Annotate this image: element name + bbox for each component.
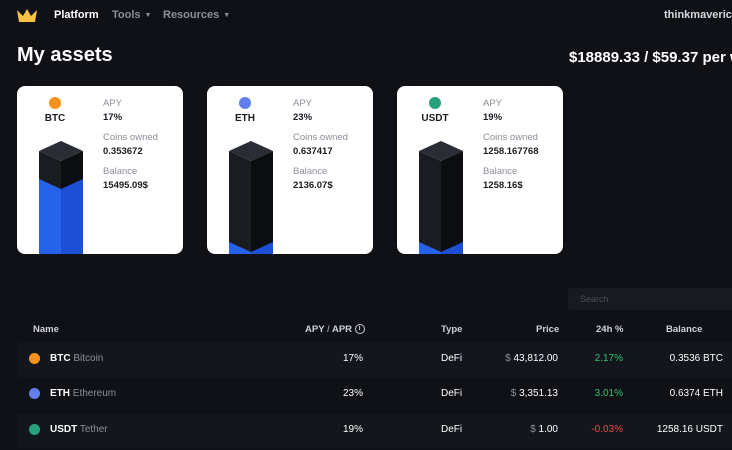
table-row[interactable]: USDT Tether 19% DeFi $ 1.00 -0.03% 1258.… xyxy=(17,414,732,448)
coins-owned-label: Coins owned xyxy=(103,132,158,143)
tether-icon xyxy=(29,424,40,435)
chevron-down-icon: ▼ xyxy=(223,11,231,19)
change-cell: -0.03% xyxy=(591,424,623,435)
coins-owned-value: 1258.167768 xyxy=(483,146,539,157)
col-header-balance[interactable]: Balance xyxy=(666,324,703,335)
ethereum-icon xyxy=(29,388,40,399)
bitcoin-icon xyxy=(29,353,40,364)
coins-owned-label: Coins owned xyxy=(483,132,538,143)
balance-value: 1258.16$ xyxy=(483,180,523,191)
table-row[interactable]: ETH Ethereum 23% DeFi $ 3,351.13 3.01% 0… xyxy=(17,378,732,412)
coin-header: USDT xyxy=(409,97,461,124)
balance-cell: 0.3536 BTC xyxy=(669,353,723,364)
coins-owned-value: 0.353672 xyxy=(103,146,143,157)
price-value: 1.00 xyxy=(538,424,558,435)
coin-symbol: ETH xyxy=(235,113,255,124)
asset-card-eth[interactable]: ETH APY 23% Coins owned 0.637417 Balance… xyxy=(207,86,373,254)
asset-name: Ethereum xyxy=(72,388,117,399)
apy-label: APY xyxy=(103,98,123,109)
currency-symbol: $ xyxy=(505,353,511,364)
balance-tower-graphic xyxy=(419,141,463,254)
tether-icon xyxy=(429,97,441,109)
table-row[interactable]: BTC Bitcoin 17% DeFi $ 43,812.00 2.17% 0… xyxy=(17,343,732,377)
coins-owned-value: 0.637417 xyxy=(293,146,333,157)
nav-platform-label: Platform xyxy=(54,9,99,21)
price-value: 3,351.13 xyxy=(519,388,558,399)
type-cell: DeFi xyxy=(441,388,463,399)
coin-header: BTC xyxy=(29,97,81,124)
balance-tower-graphic xyxy=(39,141,83,254)
col-header-price[interactable]: Price xyxy=(536,324,560,335)
apy-cell: 19% xyxy=(342,424,363,435)
balance-cell: 1258.16 USDT xyxy=(656,424,723,435)
price-cell: $ 43,812.00 xyxy=(487,353,558,364)
page-title: My assets xyxy=(17,44,113,66)
asset-card-btc[interactable]: BTC APY 17% Coins owned 0.353672 Balance… xyxy=(17,86,183,254)
asset-name: Bitcoin xyxy=(73,353,104,364)
type-cell: DeFi xyxy=(441,353,463,364)
nav-platform[interactable]: Platform xyxy=(54,9,99,21)
col-header-apy-apr[interactable]: APY / APR i xyxy=(305,324,365,335)
top-nav: Platform Tools ▼ Resources ▼ thinkmaveri… xyxy=(0,0,732,30)
col-header-24h-change[interactable]: 24h % xyxy=(596,324,624,335)
apy-value: 19% xyxy=(483,112,503,123)
apy-value: 17% xyxy=(103,112,123,123)
coin-header: ETH xyxy=(219,97,271,124)
price-cell: $ 1.00 xyxy=(487,424,558,435)
asset-symbol: BTC xyxy=(50,353,71,364)
col-header-name[interactable]: Name xyxy=(33,324,59,335)
change-cell: 2.17% xyxy=(594,353,623,364)
balance-label: Balance xyxy=(103,166,138,177)
ethereum-icon xyxy=(239,97,251,109)
asset-name: Tether xyxy=(79,424,108,435)
balance-label: Balance xyxy=(293,166,328,177)
balance-label: Balance xyxy=(483,166,518,177)
coin-symbol: USDT xyxy=(421,113,449,124)
apy-cell: 23% xyxy=(342,388,363,399)
nav-tools[interactable]: Tools ▼ xyxy=(112,9,151,21)
col-header-type[interactable]: Type xyxy=(441,324,463,335)
currency-symbol: $ xyxy=(530,424,536,435)
maverick-logo-icon[interactable] xyxy=(17,8,37,22)
asset-card-usdt[interactable]: USDT APY 19% Coins owned 1258.167768 Bal… xyxy=(397,86,563,254)
price-cell: $ 3,351.13 xyxy=(487,388,558,399)
bitcoin-icon xyxy=(49,97,61,109)
nav-tools-label: Tools xyxy=(112,9,141,21)
earnings-summary: $18889.33 / $59.37 per we xyxy=(569,49,732,66)
apy-label: APY xyxy=(293,98,313,109)
asset-symbol: USDT xyxy=(50,424,78,435)
col-header-apr: APR xyxy=(331,324,353,335)
coin-symbol: BTC xyxy=(44,113,66,124)
search-input[interactable]: Search xyxy=(568,288,732,310)
info-icon[interactable]: i xyxy=(354,324,365,335)
apy-label: APY xyxy=(483,98,503,109)
col-header-apy: APY xyxy=(305,324,325,335)
user-menu[interactable]: thinkmaverick xyxy=(664,9,732,21)
balance-value: 15495.09$ xyxy=(103,180,148,191)
balance-cell: 0.6374 ETH xyxy=(669,388,723,399)
chevron-down-icon: ▼ xyxy=(144,11,152,19)
balance-value: 2136.07$ xyxy=(293,180,333,191)
asset-symbol: ETH xyxy=(50,388,70,399)
change-cell: 3.01% xyxy=(594,388,623,399)
coins-owned-label: Coins owned xyxy=(293,132,348,143)
apy-cell: 17% xyxy=(342,353,363,364)
nav-resources-label: Resources xyxy=(163,9,220,21)
apy-value: 23% xyxy=(293,112,313,123)
col-header-slash: / xyxy=(327,324,330,335)
nav-resources[interactable]: Resources ▼ xyxy=(163,9,230,21)
type-cell: DeFi xyxy=(441,424,463,435)
balance-tower-graphic xyxy=(229,141,273,254)
currency-symbol: $ xyxy=(510,388,517,399)
price-value: 43,812.00 xyxy=(513,353,559,364)
